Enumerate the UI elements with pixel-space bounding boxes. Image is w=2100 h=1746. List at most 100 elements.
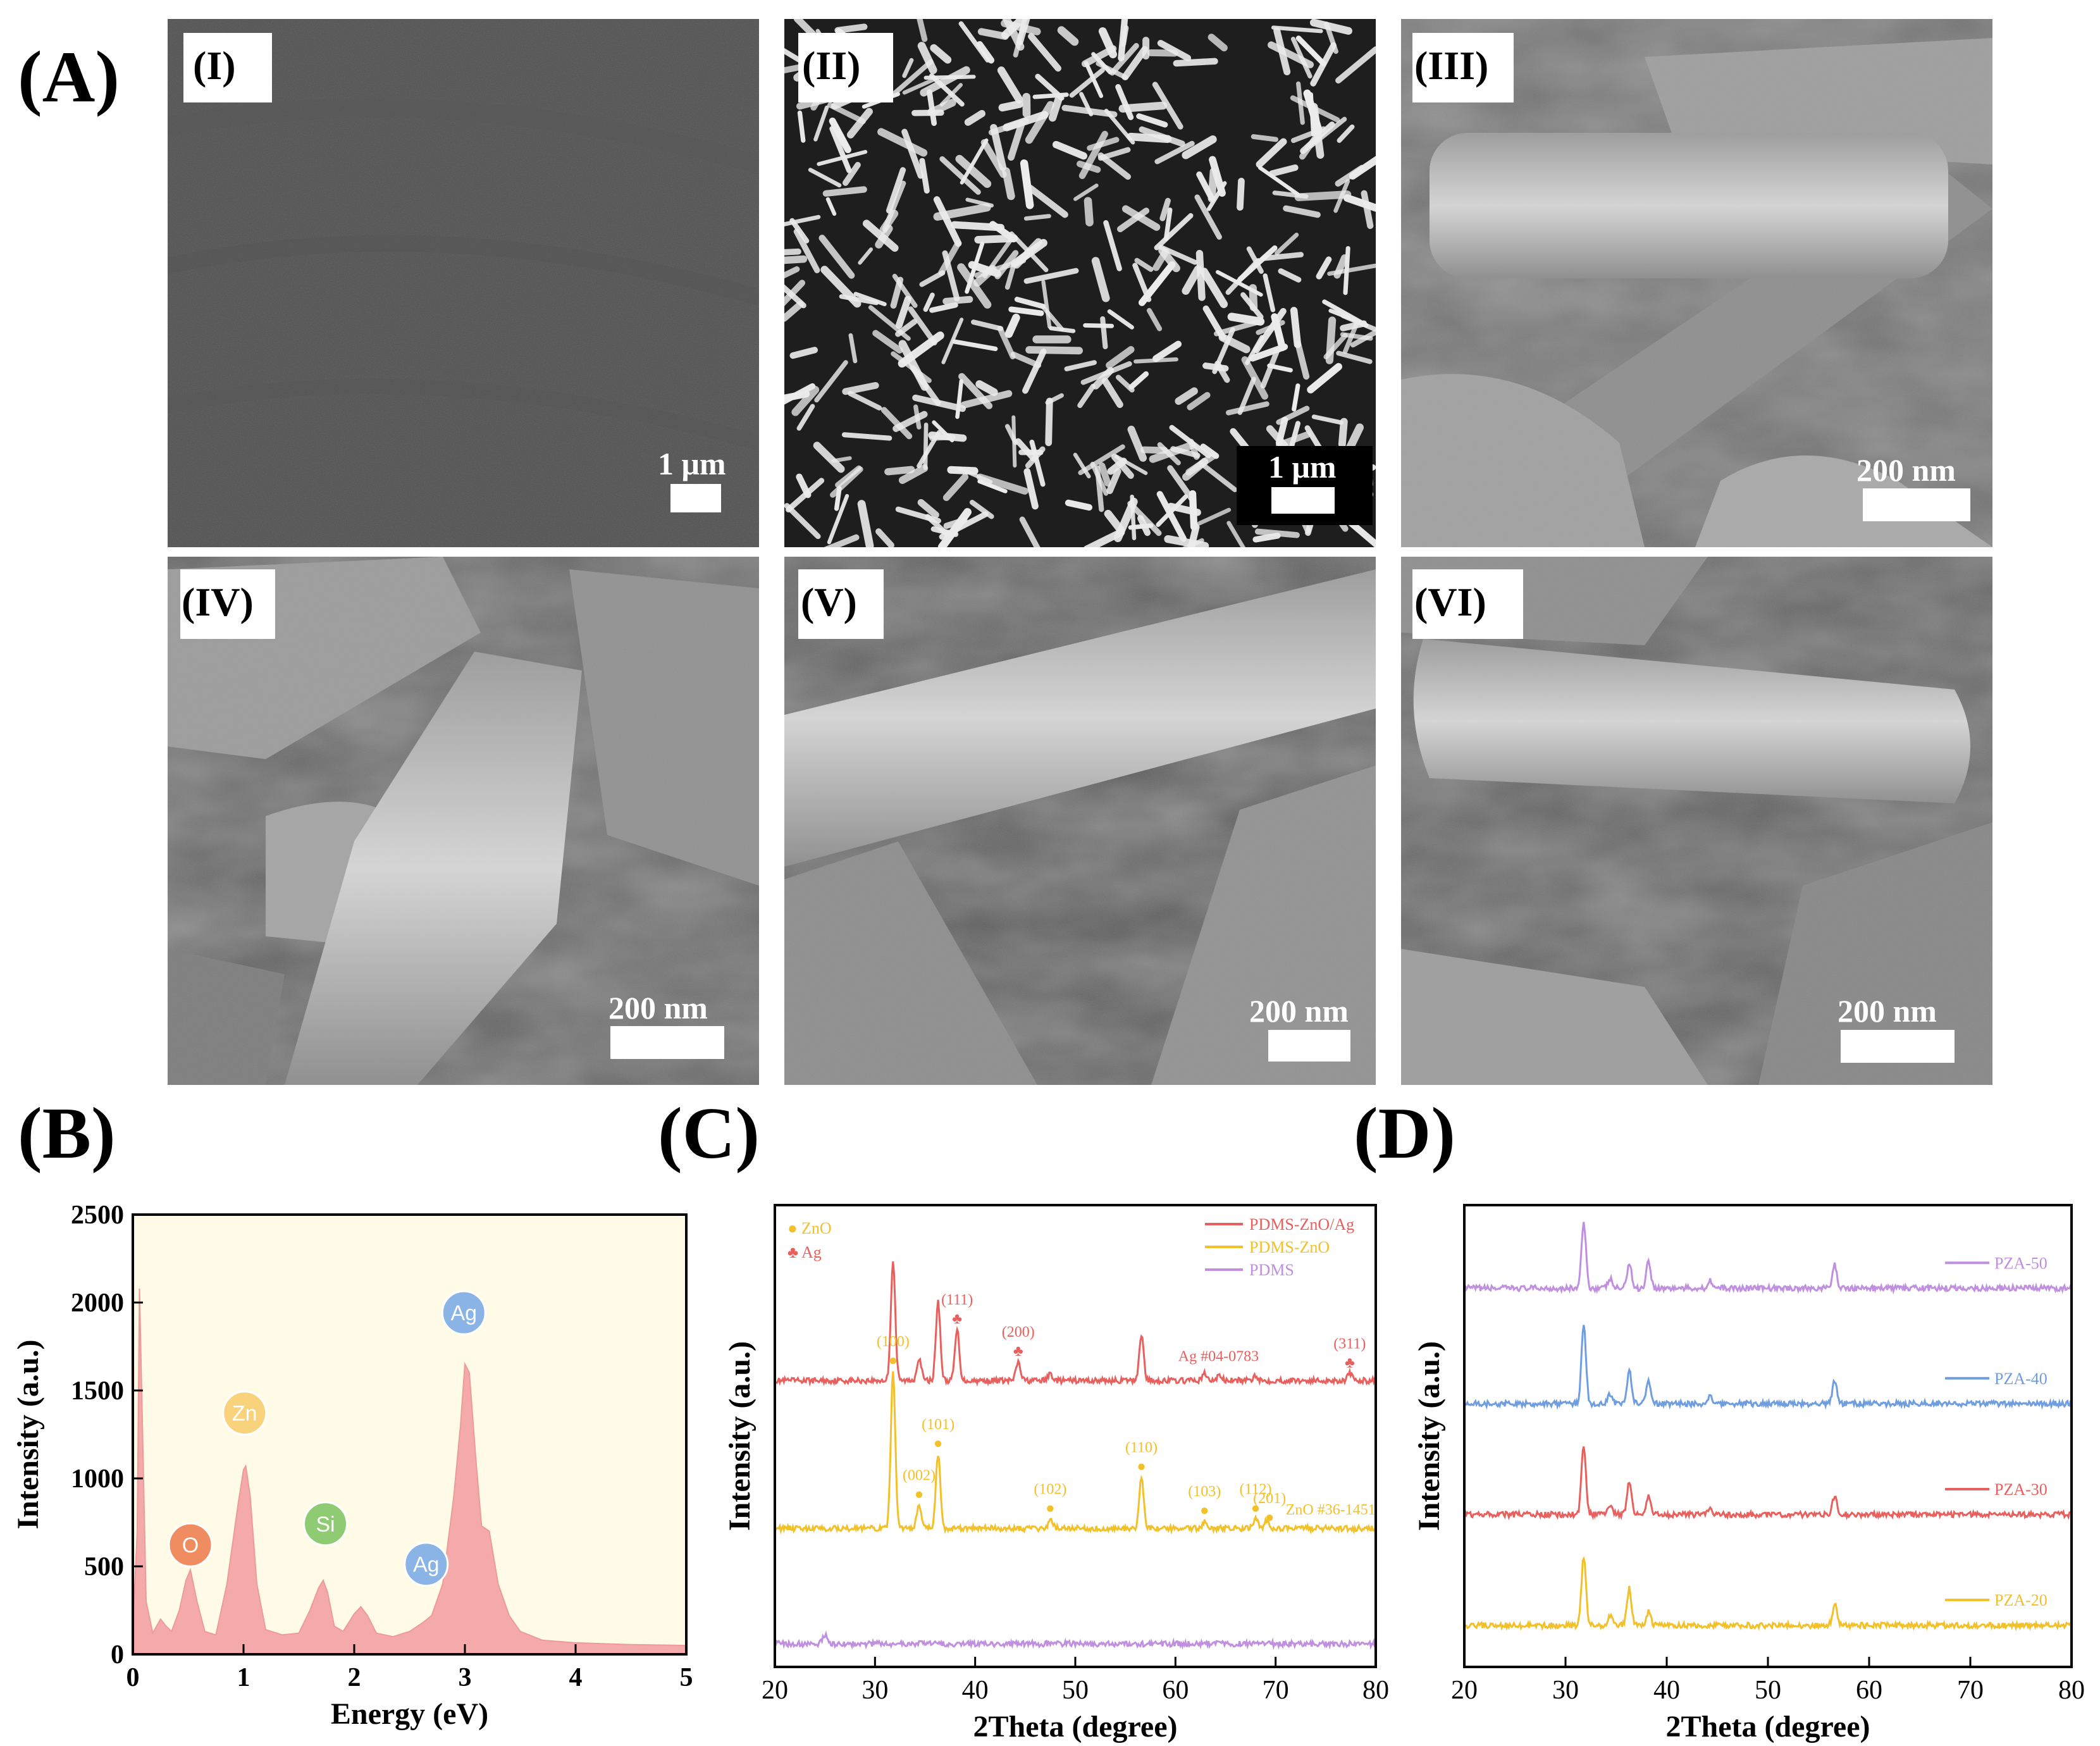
nanorod	[1338, 418, 1348, 449]
chart-eds-ticks: 0 1 2 3 4 5 0 500 1000 1500 2000 2500	[71, 1201, 693, 1692]
nanorod	[1091, 52, 1113, 75]
scale-bar-label-5: 200 nm	[1249, 993, 1349, 1029]
y-tick-label: 500	[84, 1552, 124, 1582]
nanorod	[920, 66, 970, 97]
peak-marker-symbol: ●	[1137, 1459, 1146, 1475]
nanorod	[958, 466, 993, 484]
nanorod	[1029, 440, 1046, 487]
nanorod	[975, 380, 998, 397]
nanorod	[1202, 305, 1226, 341]
peak-index-label: (103)	[1188, 1483, 1221, 1500]
nanorod	[1004, 313, 1020, 338]
sem-image-5	[784, 557, 1376, 1085]
nanorod	[842, 381, 879, 395]
nanorod	[1170, 446, 1201, 459]
nanorod	[793, 228, 820, 273]
chart-xrd-pza-series	[1463, 1222, 2073, 1631]
nanorod	[1139, 126, 1185, 147]
nanorod	[1020, 159, 1034, 209]
scale-bar-6	[1841, 1030, 1955, 1063]
nanorod	[1080, 361, 1132, 385]
nanorod	[825, 197, 837, 216]
chart-xrd-pza-xlabel: 2Theta (degree)	[1665, 1710, 1870, 1743]
nanorod	[1200, 268, 1228, 309]
peak-marker	[404, 1542, 449, 1587]
nanorod	[784, 383, 816, 405]
sem-labels: (I) (II) (III) (IV) (V) (VI) 1 μm 1 μm 2…	[180, 33, 1970, 1063]
nanorod	[965, 241, 985, 294]
nanorod	[1100, 316, 1108, 350]
nanorod	[1256, 138, 1287, 168]
sem-image-2	[784, 19, 1376, 547]
nanorod	[1260, 348, 1280, 389]
y-tick-label: 1500	[71, 1377, 124, 1406]
scale-bar-1	[670, 484, 721, 512]
nanorod	[1008, 120, 1025, 161]
nanorod	[1064, 360, 1097, 371]
chart-xrd-samples-series	[774, 1261, 1377, 1650]
chart-xrd-samples-ticks: 20 30 40 50 60 70 80	[762, 1657, 1389, 1705]
nanorod	[1023, 468, 1039, 510]
x-tick-label: 40	[962, 1676, 989, 1705]
nanorod	[842, 161, 861, 186]
x-tick-label: 4	[569, 1663, 583, 1692]
peak-index-label: (111)	[941, 1292, 973, 1308]
peak-index-label: (100)	[877, 1334, 910, 1350]
nanorod	[1004, 263, 1016, 290]
nanorod	[923, 422, 929, 470]
sem-image-4	[168, 557, 759, 1085]
chart-eds-ylabel: Intensity (a.u.)	[11, 1339, 45, 1529]
peak-marker	[168, 1522, 213, 1568]
sem-label-1: (I)	[193, 43, 236, 88]
nanorod	[1013, 19, 1028, 58]
panel-letter-c: (C)	[658, 1093, 760, 1174]
nanorod	[1309, 19, 1352, 35]
chart-eds-background	[133, 1215, 686, 1654]
nanorod	[820, 266, 862, 308]
peak-marker-symbol: ♣	[952, 1311, 962, 1327]
nanorod	[1149, 441, 1196, 463]
nanorod	[1156, 491, 1187, 542]
nanorod	[1337, 124, 1355, 143]
nanorod	[1307, 362, 1342, 393]
nanorod	[1009, 231, 1049, 273]
nanorod	[930, 526, 959, 537]
nanorod	[789, 218, 810, 244]
symbol-legend-marker: ♣	[788, 1243, 798, 1261]
nanorod	[1194, 194, 1222, 240]
nanorod	[1347, 519, 1376, 547]
nanorod	[1167, 465, 1196, 504]
nanorod	[908, 306, 937, 346]
nanorod	[822, 186, 867, 197]
x-tick-label: 80	[1362, 1676, 1389, 1705]
nanorod	[1078, 444, 1125, 476]
peak-element-label: Ag	[450, 1301, 477, 1325]
nanorod	[1335, 164, 1365, 187]
nanorod	[895, 295, 911, 329]
nanorod	[1052, 140, 1087, 160]
panel-letter-d: (D)	[1354, 1093, 1455, 1174]
nanorod	[862, 220, 899, 252]
nanorod	[1025, 446, 1046, 469]
nanorod	[784, 300, 804, 322]
nanorod	[955, 379, 964, 419]
chart-eds: 0 1 2 3 4 5 0 500 1000 1500 2000 2500 O Zn Si Ag Ag Ene…	[11, 1201, 693, 1731]
y-tick-label: 1000	[71, 1464, 124, 1494]
nanorod	[827, 493, 849, 545]
xrd-series-line	[1463, 1222, 2073, 1295]
nanorod	[1113, 497, 1138, 542]
nanorod	[1156, 494, 1189, 527]
nanorod	[1045, 397, 1053, 447]
chart-xrd-samples-xlabel: 2Theta (degree)	[973, 1710, 1177, 1743]
legend-label: PDMS	[1249, 1261, 1294, 1279]
nanorod	[1076, 161, 1101, 173]
nanorod	[997, 325, 1016, 360]
peak-marker-symbol: ●	[915, 1487, 924, 1503]
nanorod	[977, 28, 1009, 40]
nanorod	[879, 209, 899, 234]
scale-bar-3	[1863, 488, 1970, 521]
nanorod	[835, 465, 862, 488]
panel-letter-b: (B)	[18, 1093, 116, 1174]
eds-spectrum-area	[132, 1288, 687, 1655]
